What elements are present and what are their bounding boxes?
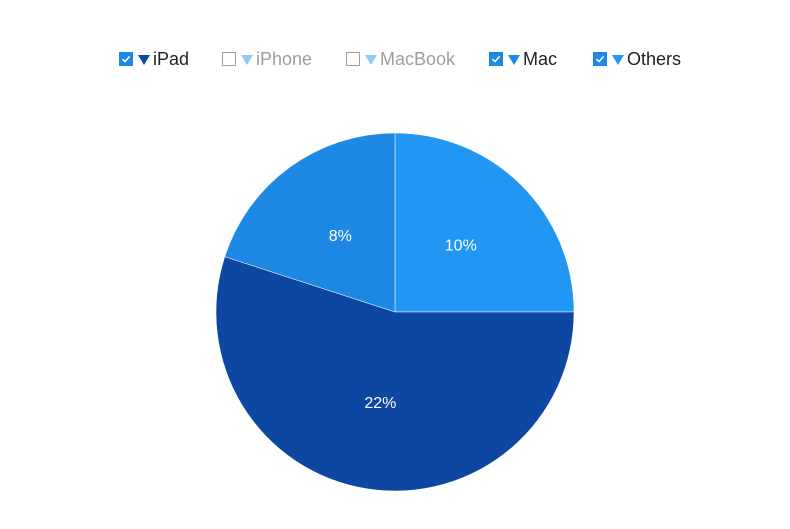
legend-item-ipad[interactable]: iPad	[119, 46, 189, 72]
legend-label-ipad: iPad	[153, 49, 190, 69]
diamond-marker-icon	[241, 55, 253, 65]
pie-slice-label-ipad: 22%	[364, 395, 396, 412]
legend-item-macbook[interactable]: MacBook	[346, 46, 455, 72]
pie-slice-label-others: 10%	[445, 237, 477, 254]
checkmark-icon	[595, 55, 605, 63]
legend-checkbox-macbook[interactable]	[346, 52, 360, 66]
legend-item-iphone[interactable]: iPhone	[222, 46, 312, 72]
pie-slice-label-mac: 8%	[329, 228, 352, 245]
legend-checkbox-mac[interactable]	[489, 52, 503, 66]
legend-checkbox-ipad[interactable]	[119, 52, 133, 66]
legend-item-others[interactable]: Others	[593, 46, 681, 72]
legend: iPad iPhone MacBook Mac Others	[0, 46, 790, 72]
diamond-marker-icon	[138, 55, 150, 65]
legend-label-mac: Mac	[523, 49, 558, 69]
legend-label-iphone: iPhone	[256, 49, 313, 69]
checkmark-icon	[121, 55, 131, 63]
pie-slice-others[interactable]	[394, 132, 575, 313]
legend-checkbox-others[interactable]	[593, 52, 607, 66]
checkmark-icon	[491, 55, 501, 63]
legend-checkbox-iphone[interactable]	[222, 52, 236, 66]
legend-item-mac[interactable]: Mac	[489, 46, 557, 72]
diamond-marker-icon	[612, 55, 624, 65]
diamond-marker-icon	[365, 55, 377, 65]
legend-label-others: Others	[627, 49, 682, 69]
legend-label-macbook: MacBook	[380, 49, 456, 69]
pie-slice-mac[interactable]	[224, 132, 396, 313]
pie-slice-ipad[interactable]	[215, 256, 575, 492]
diamond-marker-icon	[508, 55, 520, 65]
